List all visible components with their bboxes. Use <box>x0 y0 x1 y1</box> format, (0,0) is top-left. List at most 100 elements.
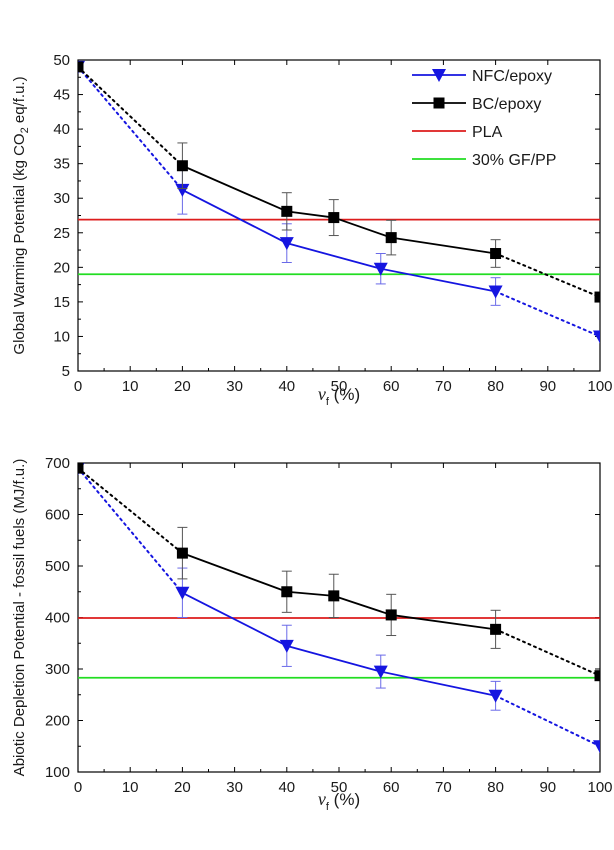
bc-epoxy-point <box>594 670 600 682</box>
bc-epoxy-segment <box>286 590 334 597</box>
nfc-epoxy-point <box>373 262 388 276</box>
y-axis-title-main: Global Warming Potential (kg CO <box>11 133 28 354</box>
y-tick-label: 25 <box>53 225 70 242</box>
y-tick-label: 15 <box>53 294 70 311</box>
y-tick-label: 700 <box>45 455 70 472</box>
y-tick-label: 400 <box>45 610 70 627</box>
bc-epoxy-segment <box>333 216 392 239</box>
y-tick-label: 5 <box>62 363 70 380</box>
y-tick-label: 300 <box>45 661 70 678</box>
bc-epoxy-point <box>281 205 293 217</box>
legend-label: NFC/epoxy <box>472 68 552 85</box>
y-tick-label: 600 <box>45 507 70 524</box>
x-tick-label: 90 <box>539 378 556 395</box>
x-axis-title: vf (%) <box>318 384 360 408</box>
bc-epoxy-segment <box>494 252 600 299</box>
bc-epoxy-point <box>490 623 502 635</box>
nfc-epoxy-point <box>373 665 388 679</box>
nfc-epoxy-point <box>175 586 190 600</box>
y-tick-label: 500 <box>45 558 70 575</box>
bc-epoxy-point <box>78 61 84 73</box>
nfc-epoxy-point <box>593 740 600 754</box>
nfc-epoxy-segment <box>494 694 600 748</box>
legend-label: BC/epoxy <box>472 96 541 113</box>
y-tick-label: 10 <box>53 328 70 345</box>
x-tick-label: 100 <box>587 779 612 796</box>
data-layer <box>78 60 600 344</box>
nfc-epoxy-segment <box>286 644 381 673</box>
bc-epoxy-point <box>328 590 340 602</box>
nfc-epoxy-point <box>279 639 294 653</box>
x-tick-label: 0 <box>74 779 82 796</box>
nfc-epoxy-point <box>279 237 294 251</box>
nfc-epoxy-segment <box>380 670 496 697</box>
nfc-epoxy-segment <box>181 591 288 647</box>
x-axis-title-sub: f <box>326 801 330 813</box>
bc-epoxy-segment <box>286 210 334 219</box>
x-tick-label: 60 <box>383 779 400 796</box>
y-tick-label: 100 <box>45 764 70 781</box>
bc-epoxy-point <box>176 547 188 559</box>
y-tick-label: 40 <box>53 121 70 138</box>
legend-marker <box>433 97 445 109</box>
y-axis-title: Abiotic Depletion Potential - fossil fue… <box>11 459 28 777</box>
x-axis-title-unit: (%) <box>329 385 360 404</box>
x-tick-label: 90 <box>539 779 556 796</box>
x-tick-label: 10 <box>122 779 139 796</box>
y-tick-label: 200 <box>45 713 70 730</box>
bc-epoxy-segment <box>391 236 496 255</box>
bc-epoxy-point <box>385 609 397 621</box>
bc-epoxy-point <box>490 248 502 260</box>
x-tick-label: 50 <box>331 779 348 796</box>
y-axis-title: Global Warming Potential (kg CO2 eq/f.u.… <box>11 76 31 354</box>
bc-epoxy-point <box>78 463 84 474</box>
bc-epoxy-point <box>281 586 293 598</box>
gwp-chart-panel: 0 10 20 30 40 50 60 70 80 90 100 5 10 15 20 25 30 35 40 45 5… <box>11 52 613 408</box>
x-tick-label: 50 <box>331 378 348 395</box>
x-tick-label: 0 <box>74 378 82 395</box>
adp-chart-panel: 0 10 20 30 40 50 60 70 80 90 100 100 200 300 400 500 600… <box>11 455 613 813</box>
bc-epoxy-point <box>176 160 188 172</box>
x-tick-label: 20 <box>174 378 191 395</box>
nfc-epoxy-point <box>488 689 503 703</box>
x-tick-label: 60 <box>383 378 400 395</box>
y-tick-label: 35 <box>53 156 70 173</box>
bc-epoxy-point <box>594 291 600 303</box>
nfc-epoxy-segment <box>380 267 496 293</box>
y-axis-title-end: eq/f.u.) <box>11 76 28 127</box>
x-axis-title: vf (%) <box>318 789 360 813</box>
bc-epoxy-segment <box>182 164 288 213</box>
x-tick-label: 80 <box>487 378 504 395</box>
bc-epoxy-point <box>385 232 397 244</box>
x-axis-title-var: v <box>318 384 326 404</box>
nfc-epoxy-segment <box>78 467 184 594</box>
nfc-epoxy-point <box>175 183 190 197</box>
x-tick-label: 40 <box>278 378 295 395</box>
x-axis-title-unit: (%) <box>329 790 360 809</box>
y-tick-label: 20 <box>53 259 70 276</box>
bc-epoxy-segment <box>494 628 600 677</box>
bc-epoxy-point <box>328 212 340 224</box>
x-tick-label: 70 <box>435 779 452 796</box>
legend-marker <box>432 69 446 82</box>
bc-epoxy-segment <box>333 595 392 616</box>
legend-label: 30% GF/PP <box>472 152 556 169</box>
nfc-epoxy-segment <box>286 242 381 270</box>
nfc-epoxy-segment <box>181 189 288 244</box>
y-tick-label: 45 <box>53 87 70 104</box>
bc-epoxy-segment <box>78 467 184 555</box>
nfc-epoxy-segment <box>494 290 600 338</box>
legend: NFC/epoxy BC/epoxy PLA 30% GF/PP <box>412 68 556 169</box>
legend-label: PLA <box>472 124 503 141</box>
x-tick-label: 70 <box>435 378 452 395</box>
bc-epoxy-segment <box>391 614 496 631</box>
y-axis-title-main: Abiotic Depletion Potential - fossil fue… <box>11 459 28 777</box>
y-tick-label: 50 <box>53 52 70 69</box>
nfc-epoxy-segment <box>78 65 184 191</box>
bc-epoxy-segment <box>78 65 184 167</box>
y-tick-label: 30 <box>53 190 70 207</box>
bc-epoxy-segment <box>182 552 288 593</box>
x-tick-label: 100 <box>587 378 612 395</box>
